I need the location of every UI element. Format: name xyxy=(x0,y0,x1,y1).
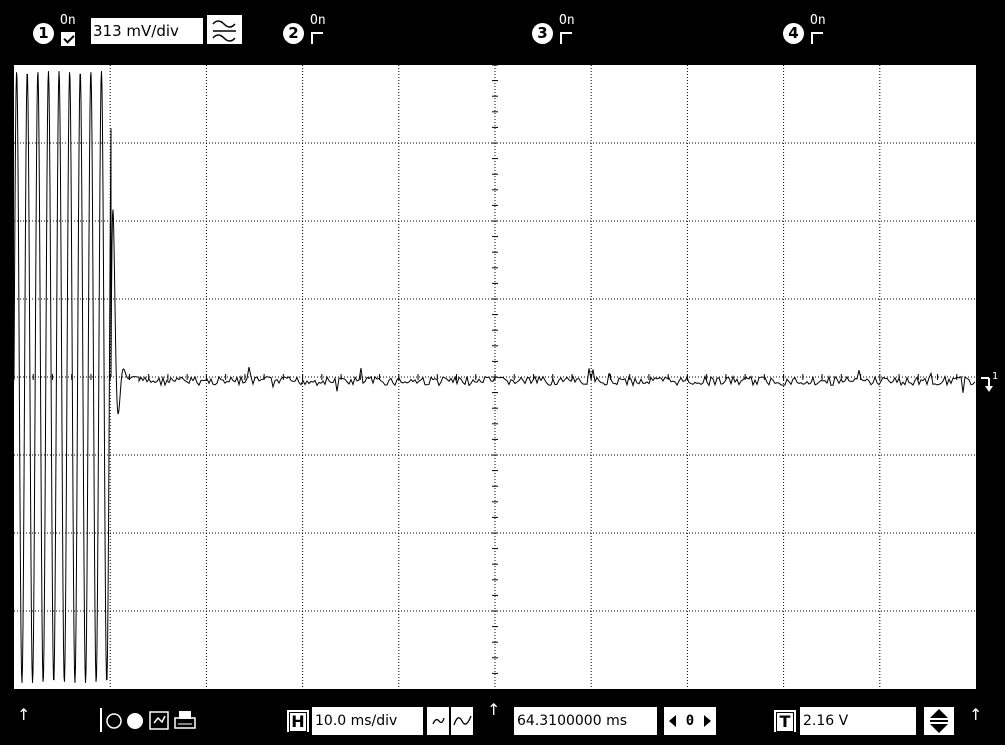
delay-step-label[interactable]: 0 xyxy=(685,713,695,729)
graticule xyxy=(14,65,976,689)
channel-2-group: 2 On xyxy=(283,12,332,48)
scroll-up-arrow-right[interactable]: ↑ xyxy=(969,705,983,724)
trigger-settings-button[interactable]: T xyxy=(774,710,796,732)
channel-2-number[interactable]: 2 xyxy=(283,23,304,44)
edge-button[interactable] xyxy=(451,707,473,735)
trigger-level-field[interactable]: 2.16 V xyxy=(800,707,916,735)
channel-1-ground-marker-icon[interactable]: 1 xyxy=(979,372,1001,398)
spin-arrows-icon xyxy=(930,709,948,733)
print-button[interactable] xyxy=(172,708,196,732)
horizontal-settings-button[interactable]: H xyxy=(287,710,309,732)
channel-2-on-label: On xyxy=(310,13,326,28)
channel-1-on-toggle[interactable]: On xyxy=(56,12,82,50)
run-stop-button[interactable] xyxy=(100,708,122,732)
print-icon xyxy=(174,711,196,729)
record-button[interactable] xyxy=(124,708,146,732)
channel-1-coupling-button[interactable] xyxy=(205,13,244,46)
channel-3-number[interactable]: 3 xyxy=(532,23,553,44)
channel-4-checkbox-icon[interactable] xyxy=(811,32,823,44)
record-icon xyxy=(127,713,143,729)
left-arrow-icon xyxy=(668,715,676,727)
channel-1-checkbox-icon[interactable] xyxy=(61,32,75,46)
autoscale-icon xyxy=(149,711,169,730)
channel-4-number[interactable]: 4 xyxy=(783,23,804,44)
right-arrow-icon xyxy=(704,715,712,727)
edge-icon xyxy=(453,715,472,726)
slope-icon xyxy=(432,717,445,725)
delay-nav-control[interactable]: 0 xyxy=(664,707,716,735)
channel-1-on-label: On xyxy=(60,13,76,28)
channel-4-group: 4 On xyxy=(783,12,832,48)
channel-1-volts-per-div-field[interactable]: 313 mV/div xyxy=(91,18,203,44)
channel-3-on-label: On xyxy=(559,13,575,28)
run-stop-icon xyxy=(106,713,122,729)
t-label: T xyxy=(776,712,794,732)
center-axis-ticks xyxy=(14,65,958,674)
channel-2-on-toggle[interactable]: On xyxy=(306,12,332,50)
channel-3-on-toggle[interactable]: On xyxy=(555,12,581,50)
delay-reference-arrow[interactable]: ↑ xyxy=(487,700,501,719)
channel-4-on-toggle[interactable]: On xyxy=(806,12,832,50)
channel-bar: 1 On 313 mV/div 2 On 3 On 4 On xyxy=(0,0,1005,58)
h-label: H xyxy=(289,712,307,732)
channel-3-group: 3 On xyxy=(532,12,581,48)
timebase-field[interactable]: 10.0 ms/div xyxy=(312,707,423,735)
channel-2-checkbox-icon[interactable] xyxy=(311,32,323,44)
trigger-level-spinner[interactable] xyxy=(924,707,954,735)
channel-3-checkbox-icon[interactable] xyxy=(560,32,572,44)
waveform-display[interactable] xyxy=(12,63,978,691)
channel-1-group: 1 On xyxy=(33,12,82,48)
scroll-up-arrow-left[interactable]: ↑ xyxy=(17,705,31,724)
slope-button[interactable] xyxy=(427,707,449,735)
channel-4-on-label: On xyxy=(810,13,826,28)
channel-1-trace xyxy=(14,71,976,683)
autoscale-button[interactable] xyxy=(148,708,170,732)
ac-coupling-icon xyxy=(212,20,236,42)
channel-1-marker-label: 1 xyxy=(992,371,999,382)
channel-1-number[interactable]: 1 xyxy=(33,23,54,44)
delay-field[interactable]: 64.3100000 ms xyxy=(514,707,657,735)
